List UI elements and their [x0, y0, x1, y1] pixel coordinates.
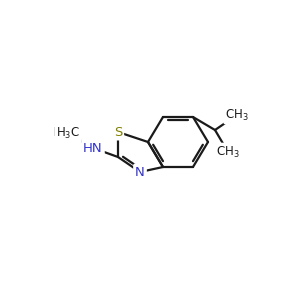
Text: H$_3$: H$_3$	[60, 125, 76, 140]
Text: CH$_3$: CH$_3$	[216, 144, 240, 160]
Text: N: N	[135, 166, 145, 178]
Text: H$_3$C: H$_3$C	[56, 125, 80, 140]
Text: H: H	[53, 127, 62, 140]
Text: CH$_3$: CH$_3$	[225, 107, 249, 122]
Text: S: S	[114, 125, 122, 139]
Text: HN: HN	[83, 142, 103, 154]
